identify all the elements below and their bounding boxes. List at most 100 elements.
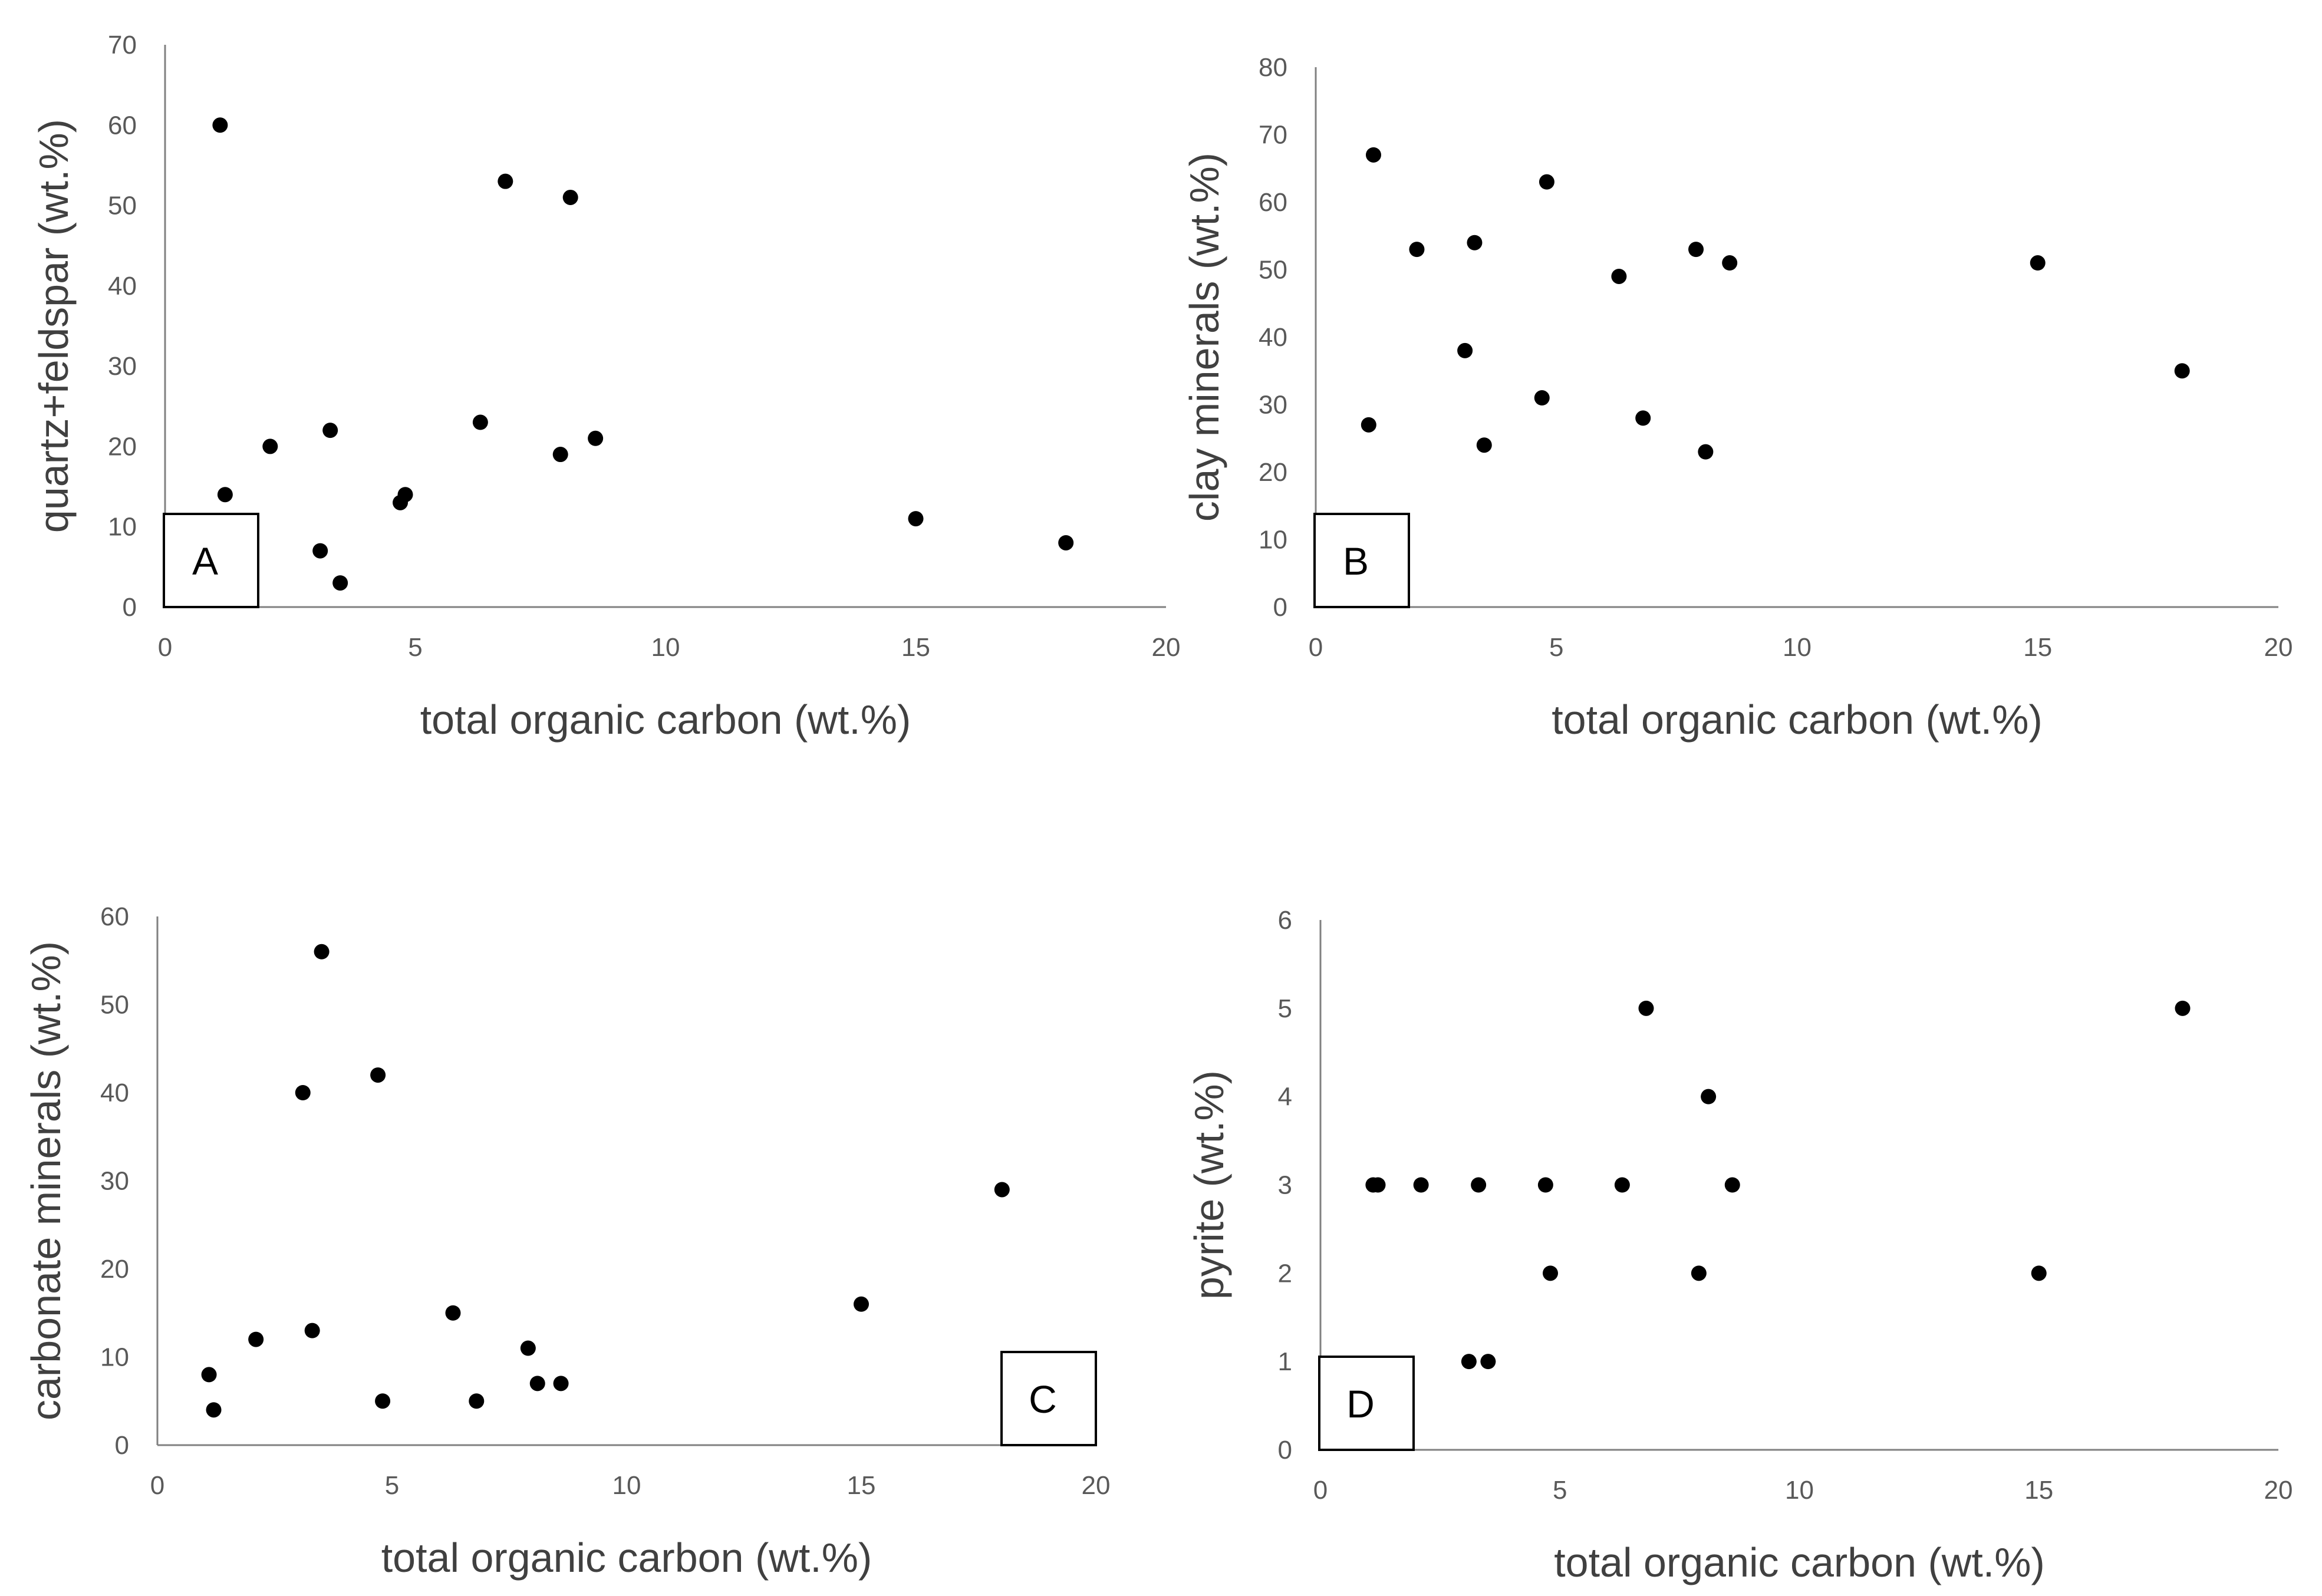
data-point <box>397 487 413 503</box>
data-point <box>1370 1177 1386 1193</box>
data-point <box>588 430 604 446</box>
data-point <box>322 423 338 438</box>
y-tick-label: 60 <box>100 902 129 931</box>
y-axis-title: carbonate minerals (wt.%) <box>23 941 69 1420</box>
data-point <box>1461 1354 1477 1370</box>
y-axis-title: clay minerals (wt.%) <box>1181 153 1227 522</box>
data-point <box>1638 1000 1654 1016</box>
data-point <box>217 487 233 503</box>
x-tick-label: 0 <box>1313 1476 1328 1505</box>
panel-d-pyrite-chart: 0 1 2 3 4 5 6 0 5 10 15 20 total organic carbon (wt.… <box>1186 906 2293 1585</box>
data-point <box>262 438 278 454</box>
panel-label: D <box>1346 1382 1375 1426</box>
x-axis-title: total organic carbon (wt.%) <box>381 1535 872 1581</box>
data-point <box>1467 235 1483 250</box>
data-point <box>562 189 578 205</box>
panel-label: B <box>1343 539 1369 583</box>
x-tick-label: 15 <box>2024 1476 2053 1505</box>
data-point <box>295 1085 311 1100</box>
x-tick-label: 5 <box>385 1471 399 1500</box>
y-tick-label: 10 <box>1259 526 1287 555</box>
x-tick-label: 15 <box>901 633 930 662</box>
data-point <box>553 1376 569 1391</box>
data-point <box>206 1402 222 1418</box>
x-tick-label: 15 <box>2023 633 2052 662</box>
panel-c-carbonate-minerals-chart: 0 10 20 30 40 50 60 0 5 10 15 20 total organic carbo… <box>23 902 1110 1581</box>
data-point <box>445 1305 461 1321</box>
data-point <box>520 1340 536 1356</box>
y-tick-label: 0 <box>123 593 137 622</box>
data-point <box>1698 444 1714 460</box>
x-tick-label: 10 <box>612 1471 641 1500</box>
y-tick-label: 20 <box>1259 458 1287 487</box>
x-axis-title: total organic carbon (wt.%) <box>1554 1539 2045 1585</box>
x-tick-label: 20 <box>1082 1471 1111 1500</box>
data-point <box>248 1331 264 1347</box>
x-tick-label: 10 <box>1785 1476 1814 1505</box>
y-tick-label: 2 <box>1278 1259 1292 1288</box>
y-tick-label: 20 <box>100 1255 129 1284</box>
data-point <box>370 1067 386 1083</box>
y-tick-label: 40 <box>100 1079 129 1107</box>
data-point <box>854 1296 869 1312</box>
data-point <box>1688 242 1704 258</box>
data-point <box>1471 1177 1487 1193</box>
y-tick-label: 80 <box>1259 53 1287 82</box>
data-point <box>472 414 488 430</box>
y-tick-label: 70 <box>108 31 137 60</box>
x-tick-label: 10 <box>651 633 680 662</box>
x-tick-label: 5 <box>1553 1476 1567 1505</box>
y-tick-label: 60 <box>108 111 137 140</box>
y-axis-title: pyrite (wt.%) <box>1186 1070 1232 1300</box>
data-point <box>1476 437 1492 453</box>
panel-label-box <box>163 513 259 608</box>
data-point <box>2174 363 2190 379</box>
data-point <box>1543 1265 1558 1281</box>
data-point <box>1365 147 1381 163</box>
y-tick-label: 0 <box>115 1431 129 1460</box>
data-point <box>312 543 328 559</box>
x-tick-label: 20 <box>2264 633 2293 662</box>
x-tick-label: 0 <box>158 633 172 662</box>
data-point <box>2031 1265 2047 1281</box>
x-tick-label: 10 <box>1783 633 1812 662</box>
data-point <box>498 173 513 189</box>
x-axis-title: total organic carbon (wt.%) <box>1552 697 2043 743</box>
data-point <box>994 1182 1010 1198</box>
panel-label: C <box>1029 1377 1057 1421</box>
data-point <box>1537 1177 1553 1193</box>
panel-label-box <box>1000 1351 1097 1446</box>
panel-b-clay-minerals-chart: 0 10 20 30 40 50 60 70 80 0 5 10 15 20 total organic c… <box>1181 53 2293 743</box>
data-point <box>304 1323 320 1338</box>
x-tick-label: 0 <box>1309 633 1323 662</box>
y-axis-title: quartz+feldspar (wt.%) <box>31 119 77 533</box>
y-tick-label: 0 <box>1278 1436 1292 1465</box>
data-point <box>201 1367 217 1383</box>
x-tick-label: 20 <box>2264 1476 2293 1505</box>
y-tick-label: 30 <box>100 1167 129 1196</box>
data-point <box>332 575 348 591</box>
y-tick-label: 10 <box>100 1343 129 1372</box>
data-point <box>1413 1177 1429 1193</box>
y-tick-label: 60 <box>1259 188 1287 217</box>
data-point <box>1539 174 1554 190</box>
data-point <box>1457 342 1473 358</box>
x-tick-label: 20 <box>1152 633 1181 662</box>
data-point <box>1409 242 1425 258</box>
x-tick-label: 5 <box>1549 633 1563 662</box>
y-tick-label: 4 <box>1278 1083 1292 1112</box>
y-tick-label: 40 <box>108 272 137 301</box>
data-point <box>1361 417 1376 433</box>
data-point <box>2030 255 2046 271</box>
data-point <box>1722 255 1738 271</box>
data-point <box>1614 1177 1630 1193</box>
panel-label-box <box>1313 513 1410 608</box>
data-point <box>908 511 924 527</box>
y-tick-label: 3 <box>1278 1171 1292 1200</box>
y-tick-label: 70 <box>1259 121 1287 150</box>
y-tick-label: 50 <box>1259 256 1287 285</box>
data-point <box>1534 390 1550 406</box>
x-tick-label: 0 <box>150 1471 164 1500</box>
y-tick-label: 30 <box>1259 391 1287 420</box>
